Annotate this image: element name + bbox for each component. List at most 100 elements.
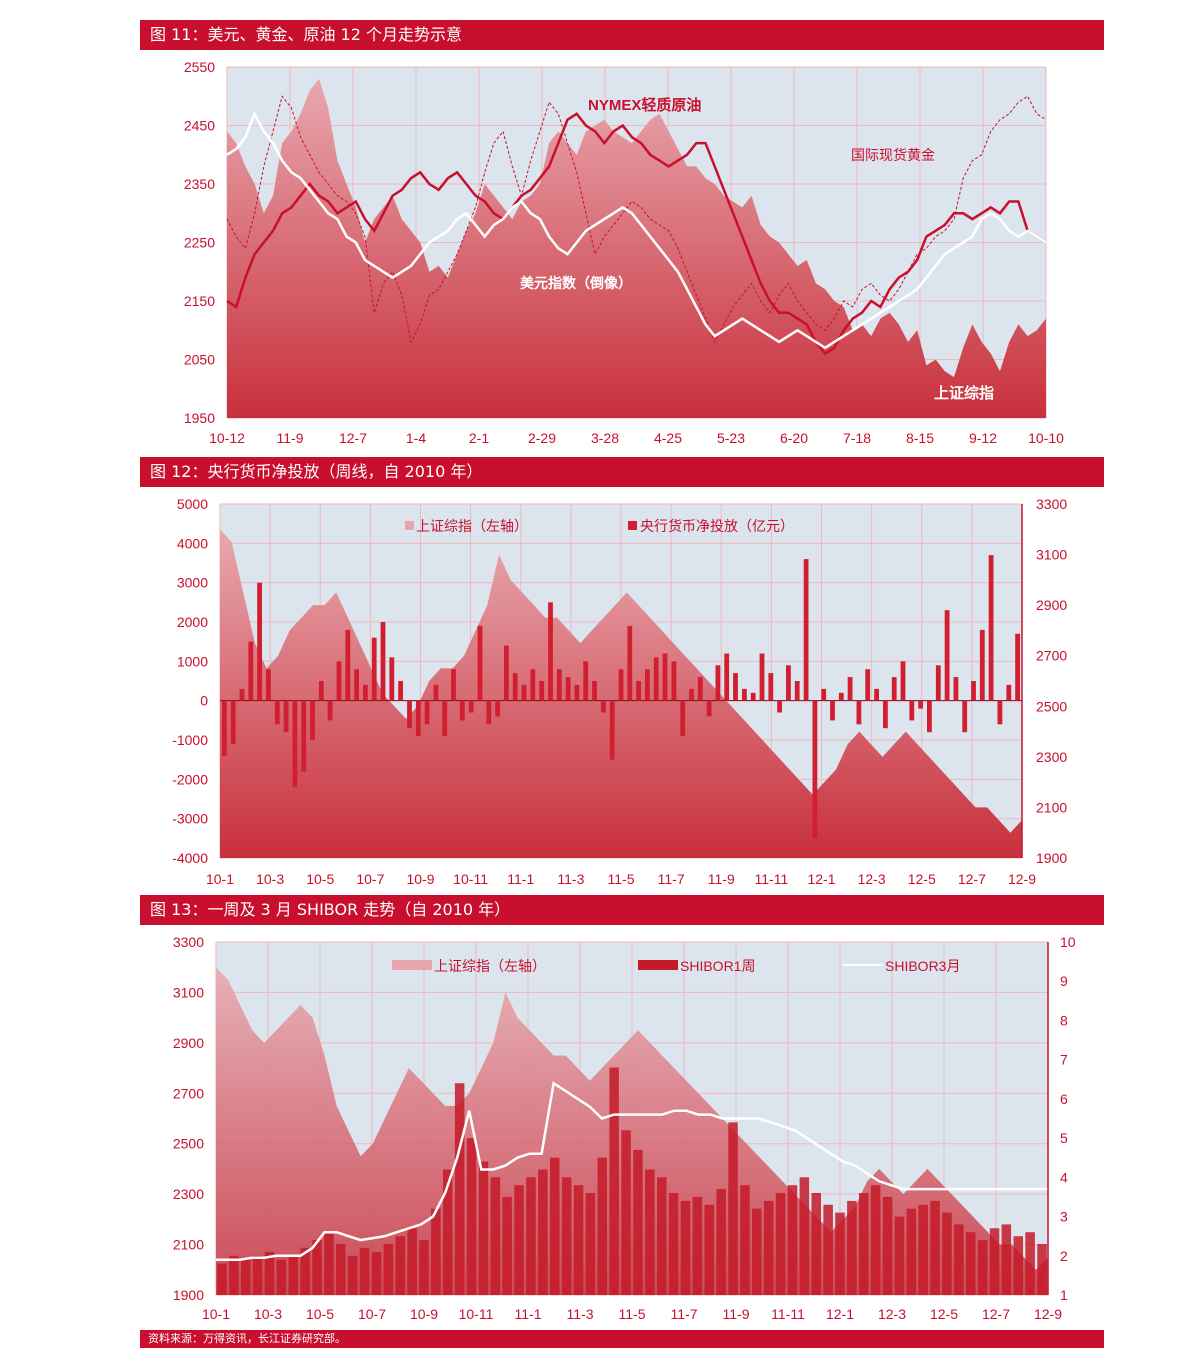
annotation-gold: 国际现货黄金 [851, 147, 935, 163]
bar-net-injection [239, 688, 245, 701]
y-right-tick-label: 2 [1060, 1248, 1068, 1264]
y-left-tick-label: 3000 [177, 575, 208, 591]
legend-swatch-shanghai-index [392, 960, 432, 970]
y-left-tick-label: 2900 [173, 1035, 204, 1051]
bar-shibor-1w [859, 1193, 869, 1295]
bar-net-injection [609, 700, 615, 760]
bar-net-injection [556, 669, 562, 701]
bar-net-injection [680, 700, 686, 737]
bar-net-injection [636, 681, 641, 701]
x-tick-label: 10-12 [209, 430, 245, 446]
chart-figure-13: 1900 2100 2300 2500 2700 2900 3100 3300 1 2 3 4 5 6 7 8… [173, 934, 1076, 1322]
bar-shibor-1w [930, 1200, 940, 1295]
bar-shibor-1w [300, 1247, 310, 1295]
bar-net-injection [486, 700, 492, 725]
bar-net-injection [856, 700, 862, 725]
x-tick-label: 8-15 [906, 430, 934, 446]
bar-shibor-1w [989, 1228, 1000, 1295]
legend-swatch-shibor-1w [638, 960, 678, 970]
bar-shibor-1w [870, 1185, 881, 1295]
x-tick-label: 11-5 [608, 871, 635, 887]
bar-net-injection [847, 677, 853, 701]
bar-shibor-1w [787, 1185, 798, 1295]
bar-net-injection [645, 669, 650, 701]
bar-shibor-1w [561, 1177, 572, 1295]
y-left-tick-label: 1000 [177, 653, 208, 669]
bar-shibor-1w [241, 1259, 251, 1295]
series-area-shanghai-index [216, 967, 1048, 1295]
series-line-usd-index [226, 110, 1047, 350]
bar-shibor-1w [312, 1240, 322, 1295]
bar-net-injection [953, 677, 959, 701]
bar-shibor-1w [633, 1149, 643, 1295]
x-tick-label: 10-5 [306, 1306, 334, 1322]
x-tick-label: 11-1 [515, 1306, 542, 1322]
bar-shibor-1w [276, 1259, 287, 1295]
y-left-tick-label: 2000 [177, 614, 208, 630]
y-left-tick-label: -2000 [172, 771, 208, 787]
bar-shibor-1w [728, 1122, 738, 1295]
bar-net-injection [371, 637, 377, 701]
x-tick-label: 11-3 [567, 1306, 594, 1322]
legend-label-shibor-1w: SHIBOR1周 [680, 958, 755, 974]
y-right-tick-label: 10 [1060, 934, 1076, 950]
y-right-tick-label: 5 [1060, 1130, 1068, 1146]
y-tick-label: 2450 [184, 118, 215, 134]
bar-net-injection [874, 688, 879, 701]
bar-net-injection [918, 700, 923, 709]
x-tick-label: 10-10 [1028, 430, 1064, 446]
x-tick-label: 3-28 [591, 430, 619, 446]
bar-net-injection [786, 665, 791, 701]
y-right-tick-label: 2100 [1036, 799, 1067, 815]
bar-net-injection [733, 673, 738, 701]
bar-shibor-1w [443, 1169, 453, 1295]
bar-net-injection [671, 661, 677, 701]
y-right-tick-label: 9 [1060, 973, 1068, 989]
bar-shibor-1w [657, 1177, 667, 1295]
x-tick-label: 11-9 [277, 430, 304, 446]
y-right-tick-label: 4 [1060, 1169, 1068, 1185]
bar-net-injection [750, 692, 756, 701]
bar-shibor-1w [573, 1185, 584, 1295]
bar-net-injection [618, 669, 624, 701]
bar-net-injection [354, 669, 359, 701]
bar-net-injection [468, 700, 474, 713]
y-tick-label: 2250 [184, 235, 215, 251]
bar-net-injection [794, 681, 800, 701]
bar-shibor-1w [847, 1200, 857, 1295]
bar-shibor-1w [882, 1196, 893, 1295]
bar-net-injection [812, 700, 818, 839]
y-right-tick-label: 1900 [1036, 850, 1067, 866]
bar-net-injection [900, 661, 906, 701]
x-tick-label: 10-7 [358, 1306, 386, 1322]
x-tick-label: 10-9 [410, 1306, 438, 1322]
y-left-tick-label: 1900 [173, 1287, 204, 1303]
bar-shibor-1w [799, 1177, 810, 1295]
x-tick-label: 6-20 [780, 430, 808, 446]
bar-shibor-1w [621, 1130, 631, 1295]
bar-net-injection [759, 653, 765, 701]
legend-swatch-net-injection [628, 521, 637, 530]
bar-net-injection [301, 700, 307, 772]
bar-shibor-1w [514, 1185, 524, 1295]
x-tick-label: 10-9 [406, 871, 434, 887]
x-tick-label: 10-3 [254, 1306, 282, 1322]
bar-net-injection [689, 688, 694, 701]
bar-net-injection [407, 700, 412, 729]
bar-net-injection [274, 700, 280, 725]
y-tick-label: 2150 [184, 293, 215, 309]
bar-net-injection [336, 661, 342, 701]
legend-label-shibor-3m: SHIBOR3月 [885, 958, 960, 974]
bar-shibor-1w [431, 1208, 441, 1295]
figure-13-title: 图 13：一周及 3 月 SHIBOR 走势（自 2010 年） [140, 895, 1104, 925]
bar-net-injection [821, 688, 827, 701]
x-tick-label: 2-29 [528, 430, 556, 446]
bar-net-injection [283, 700, 289, 733]
y-left-tick-label: 2700 [173, 1085, 204, 1101]
x-tick-label: 11-5 [619, 1306, 646, 1322]
bar-net-injection [724, 653, 730, 701]
x-tick-label: 4-25 [654, 430, 682, 446]
bar-net-injection [248, 641, 254, 701]
y-left-tick-label: 3100 [173, 984, 204, 1000]
bar-net-injection [627, 625, 633, 701]
